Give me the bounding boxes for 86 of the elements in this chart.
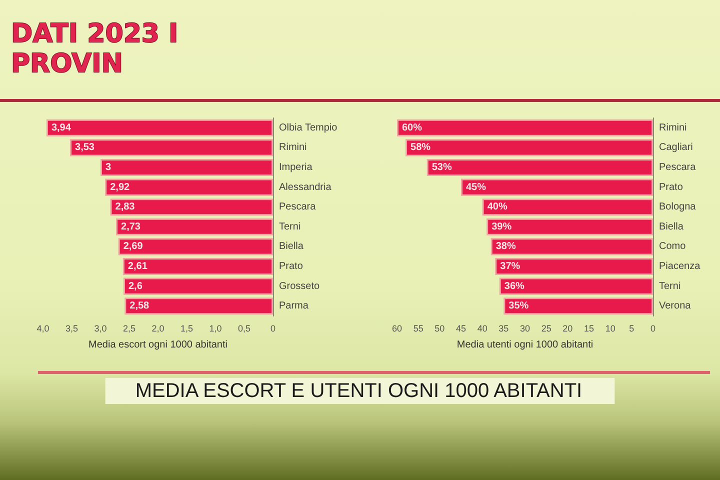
y-tick-label: Grosseto [279, 280, 320, 292]
y-tick-label: Terni [659, 280, 681, 292]
y-tick-label: Verona [659, 300, 692, 312]
bar [46, 119, 273, 136]
x-tick-label: 30 [520, 324, 530, 334]
x-tick-label: 20 [562, 324, 573, 334]
data-label: 3,53 [75, 142, 95, 154]
x-tick-label: 3,5 [65, 324, 78, 334]
bar [504, 298, 653, 315]
y-tick-label: Biella [279, 241, 304, 252]
x-tick-label: 1,5 [180, 324, 194, 334]
bar [100, 158, 273, 176]
y-tick-label: Terni [279, 221, 301, 232]
x-tick-label: 50 [434, 324, 445, 334]
x-tick-label: 0 [270, 324, 276, 334]
data-label: 3 [106, 162, 112, 173]
x-tick-label: 0,5 [238, 324, 251, 334]
data-label: 37% [500, 261, 520, 272]
x-tick-label: 25 [541, 324, 552, 334]
data-label: 58% [410, 142, 431, 154]
bar [105, 178, 273, 196]
y-tick-label: Prato [279, 261, 304, 272]
y-tick-label: Pescara [279, 202, 316, 213]
data-label: 2,83 [115, 202, 136, 213]
x-tick-label: 5 [629, 324, 634, 334]
bar [118, 238, 273, 256]
y-tick-label: Bologna [659, 202, 696, 213]
y-tick-label: Cagliari [659, 142, 693, 154]
data-label: 39% [492, 221, 512, 232]
y-tick-label: Alessandria [279, 182, 332, 193]
data-label: 2,6 [128, 280, 143, 292]
y-tick-label: Biella [659, 221, 684, 232]
data-label: 3,94 [51, 122, 72, 134]
data-label: 38% [496, 241, 516, 252]
y-tick-label: Imperia [279, 162, 313, 173]
x-tick-label: 15 [584, 324, 594, 334]
bar [490, 238, 653, 256]
text: MEDIA ESCORT E UTENTI OGNI 1000 ABITANTI [135, 380, 582, 402]
data-label: 36% [504, 280, 525, 292]
data-label: 45% [466, 182, 486, 193]
y-tick-label: Rimini [279, 142, 307, 154]
x-axis-title: Media escort ogni 1000 abitanti [88, 340, 228, 350]
x-axis-title: Media utenti ogni 1000 abitanti [456, 340, 594, 350]
data-label: 2,73 [121, 221, 141, 232]
data-label: 2,58 [130, 300, 150, 312]
x-tick-label: 10 [605, 324, 616, 334]
x-tick-label: 3,0 [94, 324, 107, 334]
y-tick-label: Como [659, 241, 686, 252]
chart-title: DATI 2023 I PROVIN [11, 19, 178, 79]
bar [116, 218, 273, 236]
data-label: 2,92 [110, 182, 130, 193]
bar [110, 198, 273, 216]
bar [499, 278, 653, 295]
bar [426, 158, 653, 176]
x-tick-label: 4,0 [36, 324, 50, 334]
y-tick-label: Prato [659, 182, 684, 193]
x-tick-label: 40 [477, 324, 488, 334]
x-tick-label: 2,0 [152, 324, 164, 334]
data-label: 53% [432, 162, 452, 173]
x-tick-label: 55 [413, 324, 424, 334]
y-tick-label: Olbia Tempio [279, 122, 338, 134]
data-label: 35% [508, 300, 529, 312]
data-label: 2,69 [123, 241, 144, 252]
bar [397, 119, 653, 136]
bar [486, 218, 653, 236]
data-label: 60% [402, 122, 422, 134]
bar [482, 198, 653, 216]
x-tick-label: 2,5 [122, 324, 136, 334]
data-label: 40% [487, 202, 508, 213]
x-tick-label: 45 [456, 324, 466, 334]
bar [124, 298, 273, 315]
y-tick-label: Rimini [659, 122, 687, 134]
x-tick-label: 1,0 [209, 324, 222, 334]
x-tick-label: 0 [650, 324, 656, 334]
x-tick-label: 60 [392, 324, 402, 334]
bar [461, 178, 653, 196]
bar [122, 258, 273, 276]
bar [124, 278, 273, 295]
bar [406, 139, 653, 156]
bar [70, 139, 273, 156]
x-tick-label: 35 [498, 324, 509, 334]
y-tick-label: Parma [279, 300, 309, 312]
y-tick-label: Pescara [659, 162, 696, 173]
data-label: 2,61 [128, 261, 148, 272]
y-tick-label: Piacenza [659, 261, 701, 272]
bar [495, 258, 653, 276]
